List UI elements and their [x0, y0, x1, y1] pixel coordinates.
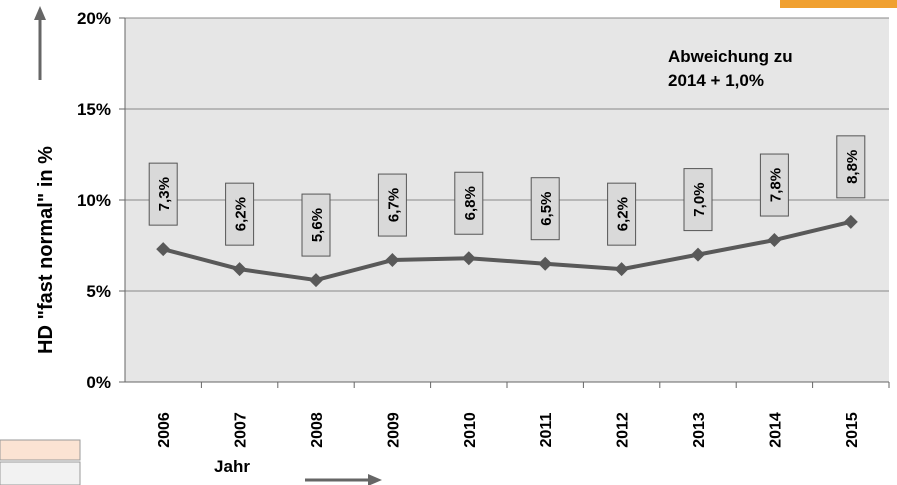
- marker: [538, 256, 553, 271]
- marker: [385, 253, 400, 268]
- data-label-box: [759, 153, 789, 217]
- marker: [843, 214, 858, 229]
- data-label: 7,3%: [156, 177, 173, 211]
- data-label: 7,8%: [767, 168, 784, 202]
- data-label-box: [301, 193, 331, 257]
- data-label: 5,6%: [309, 208, 326, 242]
- marker: [232, 262, 247, 277]
- data-label-box: [836, 135, 866, 199]
- data-label-box: [454, 171, 484, 235]
- data-label: 6,5%: [538, 192, 555, 226]
- data-label: 6,2%: [233, 197, 250, 231]
- data-label: 6,8%: [462, 186, 479, 220]
- decor: [0, 439, 81, 461]
- x-tick-label: 2014: [767, 412, 784, 448]
- x-tick-label: 2007: [233, 412, 250, 448]
- x-tick-label: 2011: [538, 413, 555, 448]
- annotation: 2014 + 1,0%: [668, 71, 764, 90]
- marker: [461, 251, 476, 266]
- y-tick-label: 20%: [77, 9, 111, 28]
- y-tick-label: 0%: [86, 373, 111, 392]
- y-tick-label: 10%: [77, 191, 111, 210]
- data-label-box: [225, 182, 255, 246]
- marker: [309, 273, 323, 288]
- marker: [767, 233, 782, 248]
- x-axis-label: Jahr: [214, 457, 250, 476]
- y-tick-label: 15%: [77, 100, 111, 119]
- data-label-box: [148, 162, 178, 226]
- decor: [0, 461, 81, 485]
- x-tick-label: 2010: [462, 412, 479, 448]
- decor: [780, 0, 897, 8]
- x-tick-label: 2015: [844, 412, 861, 448]
- annotation: Abweichung zu: [668, 47, 793, 66]
- data-label: 7,0%: [691, 182, 708, 216]
- data-label-box: [530, 177, 560, 241]
- y-tick-label: 5%: [86, 282, 111, 301]
- data-label-box: [607, 182, 637, 246]
- data-label: 6,2%: [615, 197, 632, 231]
- arrow-head: [34, 6, 46, 20]
- x-tick-label: 2012: [615, 412, 632, 448]
- data-label: 8,8%: [844, 150, 861, 184]
- x-tick-label: 2013: [691, 412, 708, 448]
- line: [162, 219, 852, 283]
- arrow-head: [368, 474, 382, 485]
- marker: [156, 242, 171, 257]
- data-label: 6,7%: [385, 188, 402, 222]
- data-label-box: [377, 173, 407, 237]
- y-axis-label: HD "fast normal" in %: [35, 146, 57, 354]
- marker: [614, 262, 629, 277]
- x-tick-label: 2006: [156, 412, 173, 448]
- data-label-box: [683, 168, 713, 232]
- x-tick-label: 2009: [385, 412, 402, 448]
- x-tick-label: 2008: [309, 412, 326, 448]
- marker: [691, 247, 705, 262]
